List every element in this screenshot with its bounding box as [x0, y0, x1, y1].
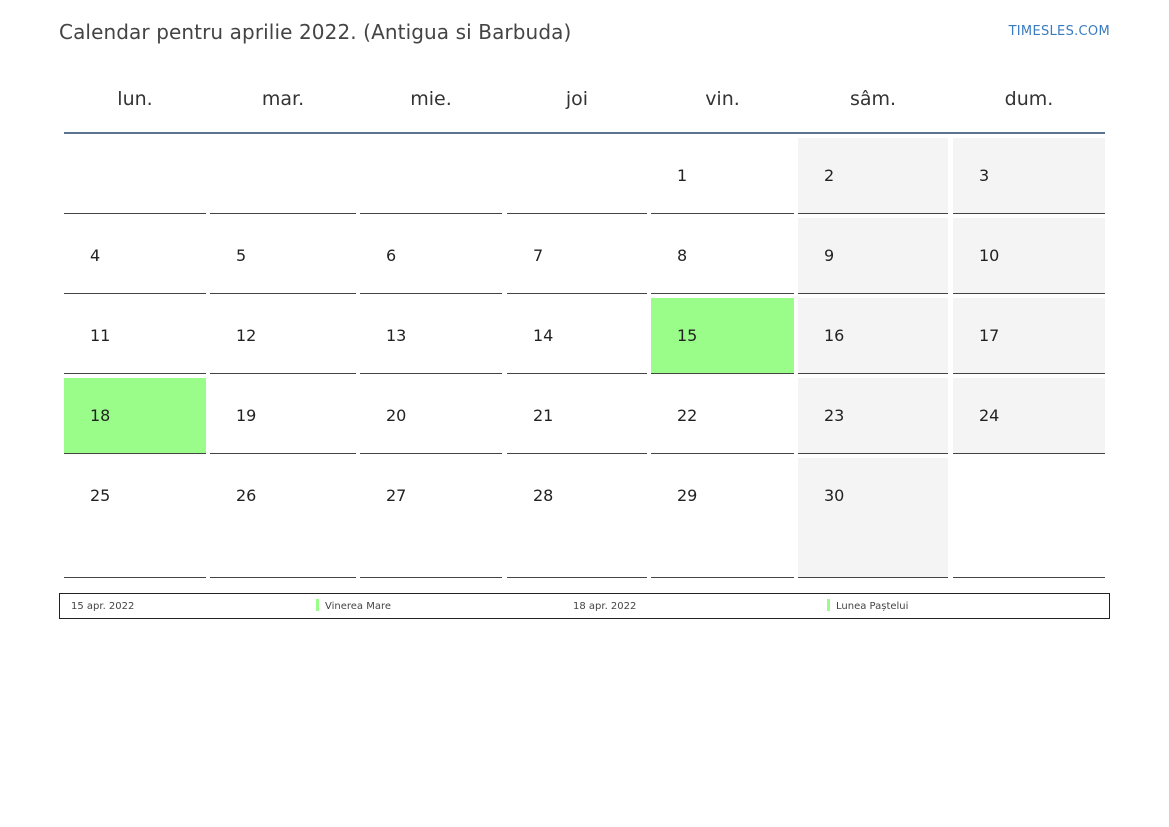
weekday-label: joi: [565, 88, 589, 110]
day-cell[interactable]: 20: [360, 378, 502, 454]
day-cell[interactable]: 18: [64, 378, 206, 454]
weekday-label: sâm.: [849, 88, 897, 110]
day-number: 26: [236, 486, 257, 505]
empty-day-cell: [210, 138, 356, 214]
day-cell[interactable]: 15: [651, 298, 794, 374]
day-cell[interactable]: 27: [360, 458, 502, 578]
page-title: Calendar pentru aprilie 2022. (Antigua s…: [59, 20, 572, 44]
day-number: 5: [236, 246, 247, 265]
day-cell[interactable]: 28: [507, 458, 647, 578]
empty-day-cell: [953, 458, 1105, 578]
day-number: 30: [824, 486, 845, 505]
day-cell[interactable]: 12: [210, 298, 356, 374]
day-number: 6: [386, 246, 397, 265]
day-cell[interactable]: 29: [651, 458, 794, 578]
day-number: 15: [677, 326, 698, 345]
day-cell[interactable]: 17: [953, 298, 1105, 374]
weekday-label: dum.: [1004, 88, 1054, 110]
day-number: 29: [677, 486, 698, 505]
day-cell[interactable]: 14: [507, 298, 647, 374]
legend-date: 18 apr. 2022: [573, 601, 637, 612]
day-number: 18: [90, 406, 111, 425]
day-cell[interactable]: 16: [798, 298, 948, 374]
day-number: 10: [979, 246, 1000, 265]
day-number: 9: [824, 246, 835, 265]
day-number: 22: [677, 406, 698, 425]
day-cell[interactable]: 26: [210, 458, 356, 578]
day-number: 21: [533, 406, 554, 425]
weekday-header: lun. mar. mie. joi vin. sâm. dum.: [64, 80, 1105, 134]
day-number: 12: [236, 326, 257, 345]
calendar-grid: lun. mar. mie. joi vin. sâm. dum. 1 2 3 4 5 6 7 8 9 10 1…: [64, 80, 1105, 578]
weekday-label: lun.: [117, 88, 153, 110]
day-cell[interactable]: 30: [798, 458, 948, 578]
day-number: 13: [386, 326, 407, 345]
day-cell[interactable]: 22: [651, 378, 794, 454]
holiday-legend: 15 apr. 2022 Vinerea Mare 18 apr. 2022 L…: [59, 593, 1110, 619]
day-cell[interactable]: 3: [953, 138, 1105, 214]
day-number: 1: [677, 166, 688, 185]
day-cell[interactable]: 6: [360, 218, 502, 294]
day-cell[interactable]: 23: [798, 378, 948, 454]
empty-day-cell: [507, 138, 647, 214]
day-cell[interactable]: 2: [798, 138, 948, 214]
day-number: 27: [386, 486, 407, 505]
weekday-label: mie.: [410, 88, 452, 110]
day-number: 25: [90, 486, 111, 505]
day-number: 7: [533, 246, 544, 265]
legend-holiday-name: Vinerea Mare: [325, 601, 392, 612]
day-number: 14: [533, 326, 554, 345]
day-cell[interactable]: 10: [953, 218, 1105, 294]
day-number: 11: [90, 326, 111, 345]
holiday-color-marker: [316, 599, 319, 611]
day-cell[interactable]: 5: [210, 218, 356, 294]
day-cell[interactable]: 9: [798, 218, 948, 294]
empty-day-cell: [360, 138, 502, 214]
legend-holiday-name: Lunea Paștelui: [836, 601, 909, 612]
day-number: 17: [979, 326, 1000, 345]
brand-link[interactable]: TIMESLES.COM: [1008, 24, 1110, 39]
day-cell[interactable]: 24: [953, 378, 1105, 454]
day-number: 4: [90, 246, 101, 265]
day-cell[interactable]: 1: [651, 138, 794, 214]
day-number: 8: [677, 246, 688, 265]
day-cell[interactable]: 4: [64, 218, 206, 294]
day-number: 2: [824, 166, 835, 185]
day-number: 20: [386, 406, 407, 425]
holiday-color-marker: [827, 599, 830, 611]
weekday-label: mar.: [261, 88, 305, 110]
day-cell[interactable]: 11: [64, 298, 206, 374]
legend-date: 15 apr. 2022: [71, 601, 135, 612]
day-number: 16: [824, 326, 845, 345]
empty-day-cell: [64, 138, 206, 214]
day-cell[interactable]: 19: [210, 378, 356, 454]
day-number: 23: [824, 406, 845, 425]
day-cell[interactable]: 7: [507, 218, 647, 294]
day-cell[interactable]: 21: [507, 378, 647, 454]
day-number: 24: [979, 406, 1000, 425]
day-number: 3: [979, 166, 990, 185]
day-cell[interactable]: 25: [64, 458, 206, 578]
day-cell[interactable]: 8: [651, 218, 794, 294]
day-number: 28: [533, 486, 554, 505]
day-number: 19: [236, 406, 257, 425]
weekday-label: vin.: [705, 88, 740, 110]
day-cell[interactable]: 13: [360, 298, 502, 374]
